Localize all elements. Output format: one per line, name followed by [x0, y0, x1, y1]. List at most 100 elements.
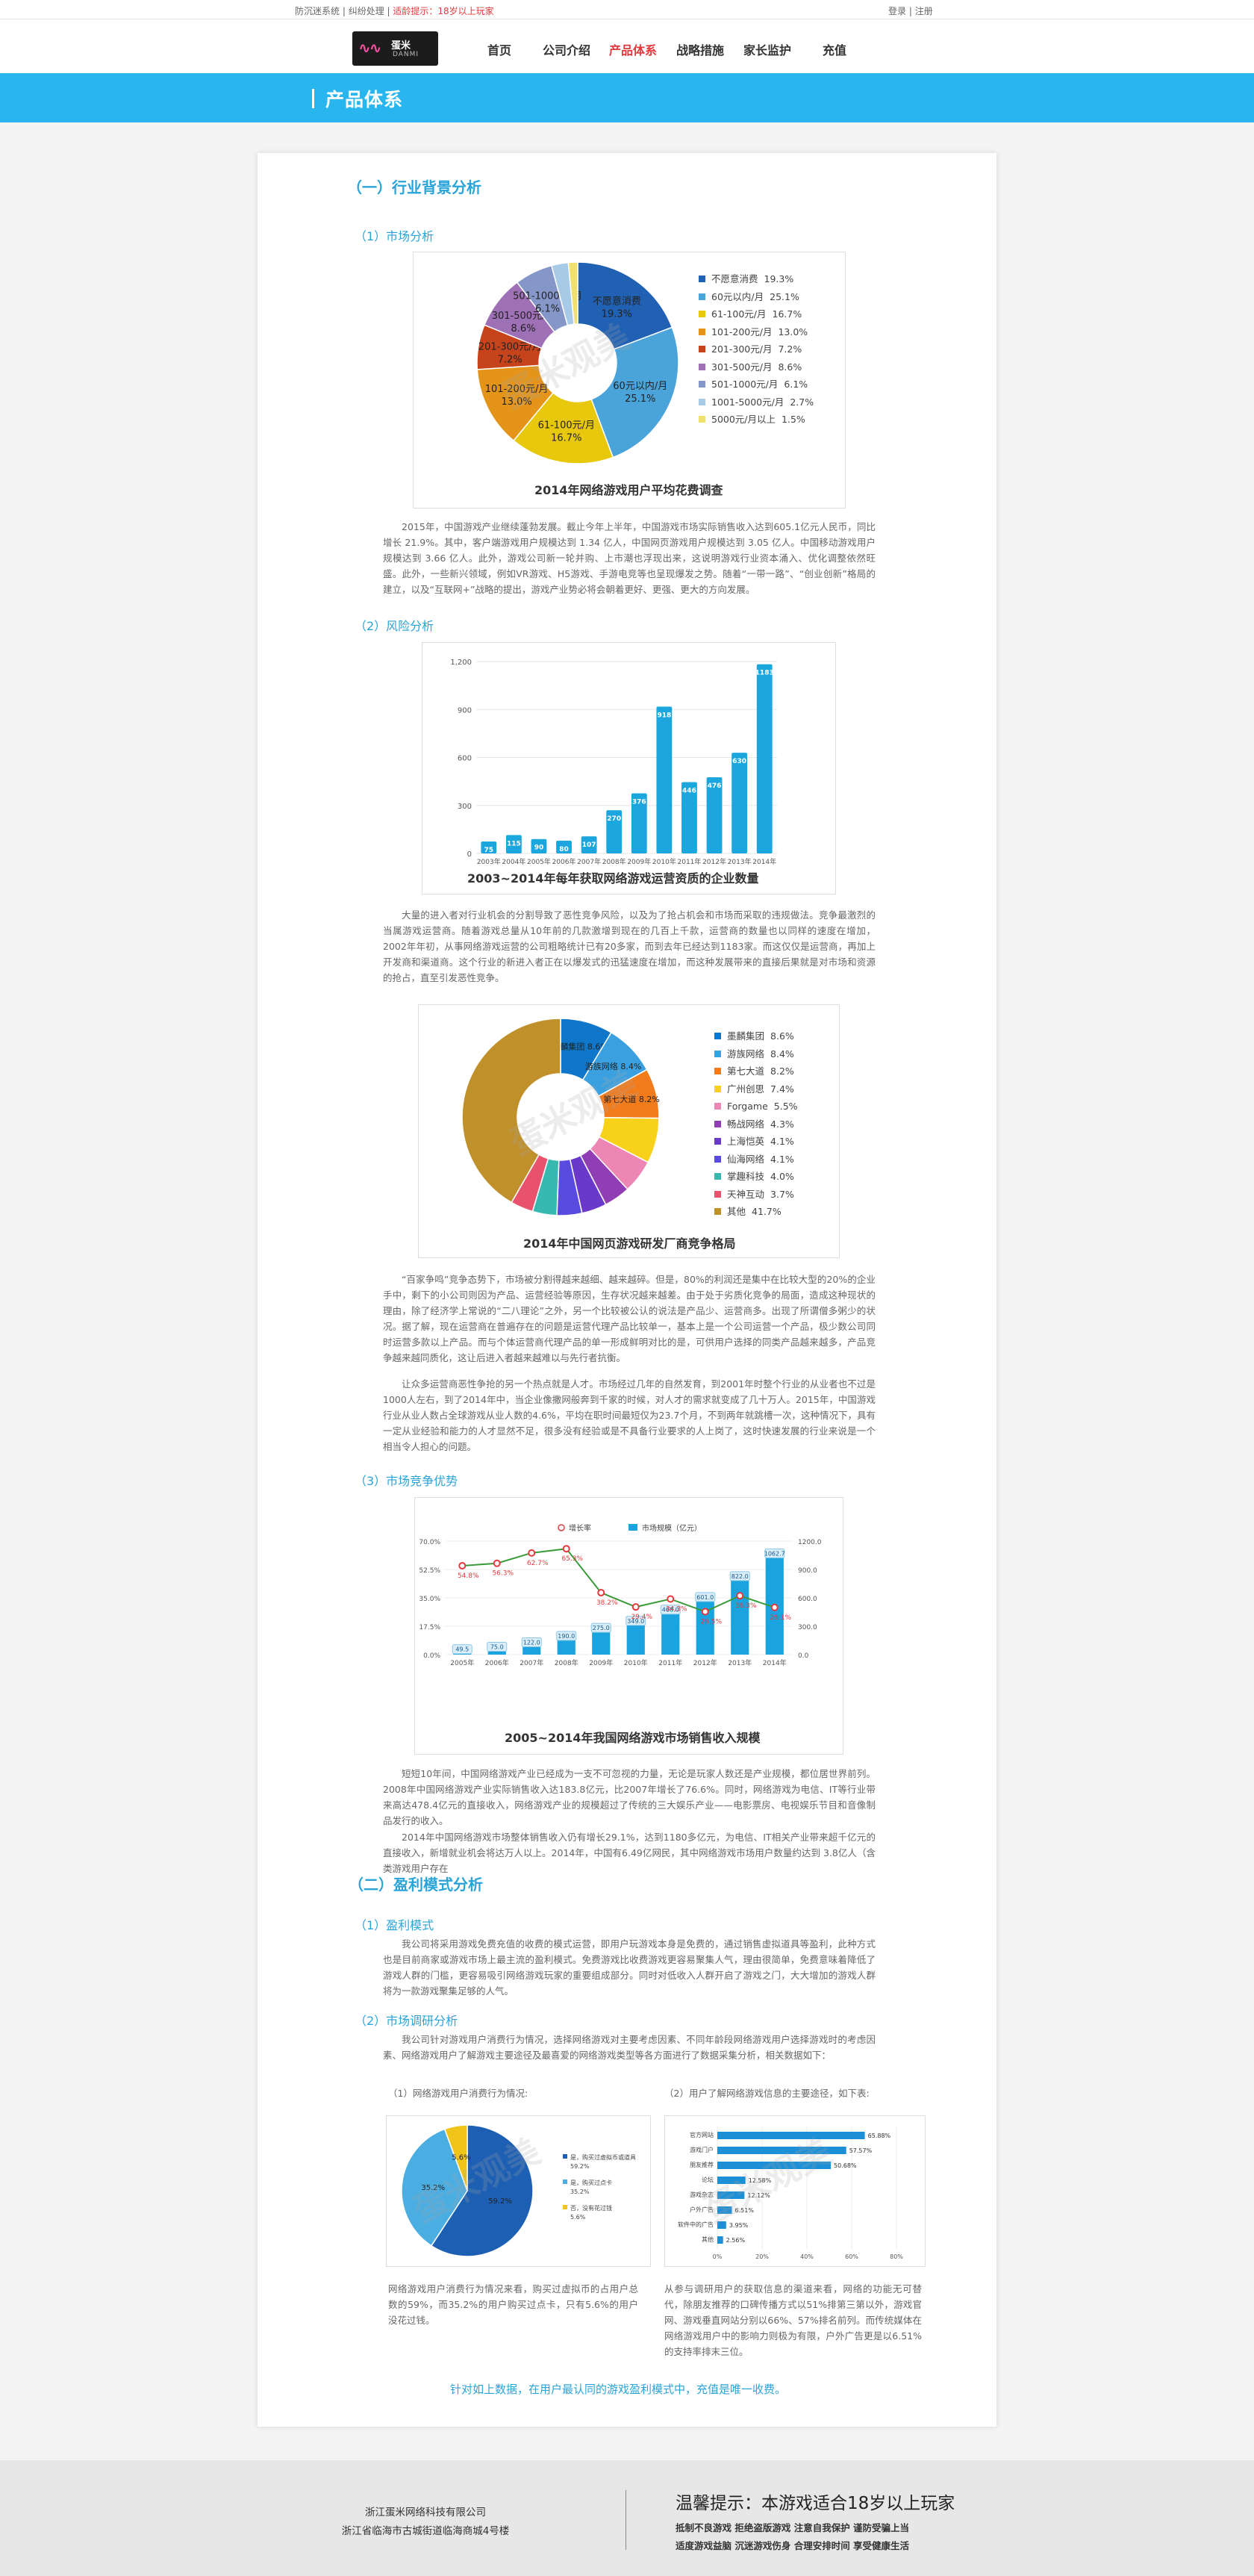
- legend-item: 墨麟集团 8.6%: [714, 1027, 798, 1045]
- nav-products[interactable]: 产品体系: [609, 43, 658, 57]
- legend-label: 天神互动: [727, 1188, 765, 1200]
- legend-value: 8.4%: [770, 1048, 794, 1060]
- legend-value: 1.5%: [782, 414, 805, 425]
- growth-label: 65.3%: [561, 1555, 583, 1563]
- bar: [731, 1576, 749, 1655]
- y-tick-label: 游戏门户: [690, 2146, 714, 2153]
- legend-label: 其他: [727, 1206, 746, 1217]
- x-tick-label: 2009年: [589, 1658, 613, 1667]
- content-card: （一）行业背景分析 （1）市场分析 不愿意消费 19.3% 60元以内/月 25.1%…: [258, 153, 996, 2427]
- legend-swatch: [699, 293, 705, 300]
- slice-label: 301-500元/月: [492, 311, 555, 322]
- legend-swatch: [714, 1138, 721, 1145]
- bar: [505, 835, 522, 853]
- legend-swatch: [714, 1173, 721, 1180]
- x-tick-label: 2005年: [527, 857, 551, 866]
- growth-point: [528, 1549, 536, 1557]
- subsection-profit-model: （1）盈利模式: [355, 1918, 434, 1932]
- legend-swatch: [714, 1190, 721, 1198]
- x-tick-label: 2004年: [502, 857, 525, 866]
- y-tick-label: 300: [458, 803, 472, 811]
- bar-value-label: 1062.7: [764, 1550, 785, 1557]
- y-left-tick-label: 52.5%: [419, 1567, 440, 1575]
- bar-value-label: 107: [582, 841, 596, 849]
- chart-frame-consumption: 59.2% 35.2% 5.6% 是，购买过虚拟币或道具 59.2% 是，购买过点卡 35.…: [386, 2115, 651, 2267]
- legend-item: 301-500元/月 8.6%: [699, 358, 814, 376]
- legend-marker: [558, 1524, 565, 1531]
- paragraph-consumption: 网络游戏用户消费行为情况来看，购买过虚拟币的占用户总数的59%，而35.2%的用…: [388, 2283, 638, 2326]
- bar-label-box: [452, 1644, 472, 1655]
- slice-value: 25.1%: [625, 393, 655, 405]
- legend-item: 501-1000元/月 6.1%: [699, 376, 814, 393]
- pie-slice: [590, 326, 679, 458]
- y-left-tick-label: 35.0%: [419, 1596, 440, 1603]
- nav-company[interactable]: 公司介绍: [543, 43, 591, 57]
- x-tick-label: 2006年: [552, 857, 576, 866]
- legend-swatch: [699, 398, 705, 405]
- bar-value-label: 190.0: [558, 1633, 575, 1640]
- main-nav: ∿∿ 蛋米 DANMI 首页 公司介绍 产品体系 战略措施 家长监护 充值: [0, 19, 1254, 73]
- legend-item: 101-200元/月 13.0%: [699, 323, 814, 341]
- slice-value: 7.2%: [498, 354, 522, 365]
- chart-licenses: 0 300 600 900 1,200 75 2003年 115 2004年 90 2005年 80 2…: [450, 659, 777, 866]
- subsection-survey: （2）市场调研分析: [355, 2014, 458, 2028]
- y-tick-label: 900: [458, 706, 472, 715]
- legend-value: 59.2%: [570, 2163, 590, 2170]
- legend-label: 5000元/月以上: [711, 414, 776, 425]
- legend-label: 201-300元/月: [711, 343, 773, 355]
- paragraph-advantage-1: 短短10年间，中国网络游戏产业已经成为一支不可忽视的力量，无论是玩家人数还是产业…: [383, 1768, 876, 1826]
- y-tick-label: 论坛: [702, 2176, 714, 2183]
- logo[interactable]: ∿∿ 蛋米 DANMI: [352, 31, 438, 66]
- legend-value: 4.3%: [770, 1118, 794, 1130]
- nav-recharge[interactable]: 充值: [823, 43, 847, 57]
- bar-value-label: 12.58%: [749, 2177, 772, 2184]
- legend-label: 游族网络: [727, 1048, 765, 1060]
- legend-swatch: [563, 2154, 567, 2159]
- legend-item: 201-300元/月 7.2%: [699, 340, 814, 358]
- chart-channels: 0% 20% 40% 60% 80% 官方网站 65.88% 游戏门户 57.57% 朋友推荐 50…: [678, 2127, 903, 2260]
- bar-label-box: [660, 1605, 681, 1615]
- bar-value-label: 476: [708, 783, 722, 790]
- bar-value-label: 50.68%: [834, 2162, 857, 2169]
- logo-sub: DANMI: [393, 51, 419, 58]
- legend-label: 增长率: [569, 1523, 591, 1533]
- chart-consumption: 59.2% 35.2% 5.6% 是，购买过虚拟币或道具 59.2% 是，购买过点卡 35.…: [401, 2124, 636, 2257]
- nav-parental[interactable]: 家长监护: [743, 43, 792, 57]
- section-title-profit: （二）盈利模式分析: [349, 1876, 483, 1894]
- register-link[interactable]: 注册: [914, 6, 933, 16]
- bar: [531, 839, 547, 853]
- bar-value-label: 80: [559, 846, 569, 853]
- pie-slice: [401, 2128, 468, 2247]
- nav-home[interactable]: 首页: [487, 43, 512, 57]
- nav-strategy[interactable]: 战略措施: [676, 43, 725, 57]
- growth-point: [458, 1562, 467, 1570]
- slice-label: 60元以内/月: [613, 380, 667, 392]
- chart-competition: 墨麟集团 8.6% 游族网络 8.4% 第七大道 8.2%: [461, 1018, 660, 1216]
- bar: [661, 1610, 680, 1655]
- chart-revenue: 增长率 市场规模（亿元） 0.0% 0.0 17.5% 300.0 35.0% 600.0 52…: [419, 1523, 821, 1667]
- y-left-tick-label: 70.0%: [419, 1539, 440, 1546]
- legend-value: 25.1%: [770, 290, 799, 302]
- banner-accent: [312, 89, 314, 108]
- y-left-tick-label: 0.0%: [423, 1652, 440, 1660]
- dispute-link[interactable]: 纠纷处理: [348, 6, 384, 16]
- bar-label-box: [556, 1631, 577, 1641]
- chart-title-competition: 2014年中国网页游戏研发厂商竞争格局: [523, 1236, 736, 1251]
- anti-addiction-link[interactable]: 防沉迷系统: [295, 6, 340, 16]
- slice-label: 游族网络 8.4%: [585, 1061, 641, 1071]
- x-tick-label: 60%: [845, 2253, 858, 2260]
- legend-swatch: [699, 328, 705, 335]
- growth-point: [562, 1545, 570, 1553]
- growth-label: 29.1%: [770, 1614, 791, 1622]
- slice-value: 59.2%: [488, 2197, 512, 2206]
- slice-value: 6.1%: [535, 303, 560, 314]
- login-link[interactable]: 登录: [888, 6, 907, 16]
- legend-swatch: [699, 346, 705, 353]
- legend-value: 8.6%: [778, 361, 802, 373]
- y-tick-label: 软件中的广告: [678, 2221, 714, 2228]
- chart-frame-competition: 墨麟集团 8.6% 游族网络 8.4% 第七大道 8.2% 墨麟集团 8.6% 游族网络…: [418, 1004, 840, 1258]
- x-tick-label: 2008年: [602, 857, 626, 866]
- y-tick-label: 官方网站: [690, 2131, 714, 2138]
- legend-label: 61-100元/月: [711, 308, 767, 320]
- bar: [681, 782, 697, 853]
